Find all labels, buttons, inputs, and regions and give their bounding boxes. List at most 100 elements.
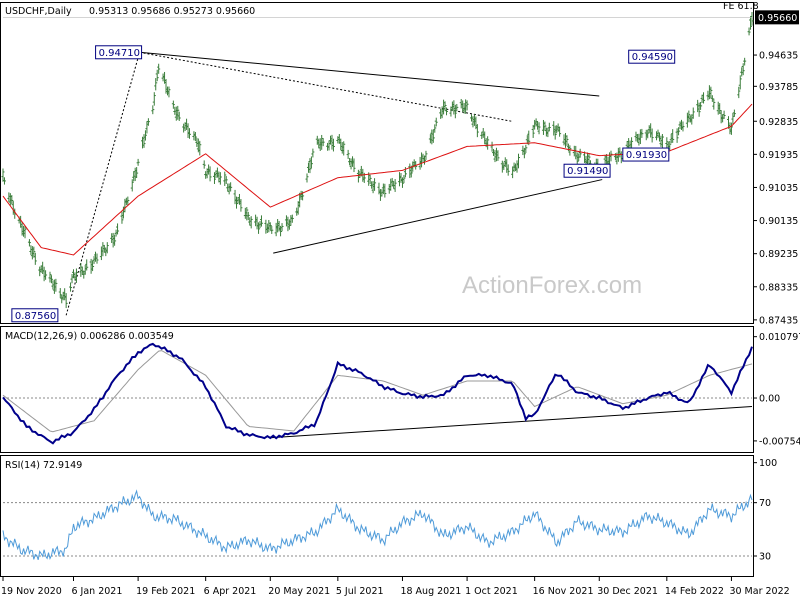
x-tick-label: 30 Dec 2021 xyxy=(597,586,658,597)
price-bar xyxy=(120,211,124,224)
price-bar xyxy=(687,110,691,123)
price-bar xyxy=(305,173,309,183)
price-bar xyxy=(167,86,171,98)
price-bar xyxy=(176,105,180,120)
price-bar xyxy=(126,196,130,206)
macd-line xyxy=(2,342,753,445)
price-bar xyxy=(709,86,713,99)
price-bar xyxy=(609,150,613,162)
price-bar xyxy=(558,126,562,137)
price-y-tick-label: 0.94635 xyxy=(759,51,798,62)
price-y-tick-label: 0.91035 xyxy=(759,183,798,194)
price-bar xyxy=(257,222,261,234)
price-bar xyxy=(660,133,664,149)
price-y-tick-label: 0.90135 xyxy=(759,216,798,227)
price-bar xyxy=(543,121,547,131)
price-bar xyxy=(475,124,479,138)
price-bar xyxy=(155,69,159,82)
last-price-badge xyxy=(755,10,799,25)
watermark: ActionForex.com xyxy=(462,272,642,299)
price-bar xyxy=(54,278,58,292)
ohlc-readout: 0.95313 0.95686 0.95273 0.95660 xyxy=(89,6,255,17)
price-bar xyxy=(69,282,73,292)
price-bar xyxy=(49,275,53,284)
x-tick-label: 30 Mar 2022 xyxy=(729,586,789,597)
price-bar xyxy=(154,78,158,91)
price-bar xyxy=(249,216,253,229)
price-bar xyxy=(198,140,202,156)
price-bar xyxy=(729,122,733,135)
price-bar xyxy=(675,128,679,143)
x-axis: 19 Nov 2020 6 Jan 2021 19 Feb 2021 6 Apr 20… xyxy=(1,576,790,597)
price-bar xyxy=(671,129,675,143)
price-bar xyxy=(177,111,181,121)
price-bar xyxy=(681,121,685,132)
price-bar xyxy=(403,167,407,178)
price-panel-frame xyxy=(0,2,754,324)
rsi-series xyxy=(2,489,753,560)
price-bar xyxy=(74,268,78,283)
fib-label: FE 61.8 xyxy=(723,1,759,12)
price-bar xyxy=(565,135,569,146)
rsi-line xyxy=(2,489,753,560)
price-bar xyxy=(171,100,175,109)
price-bar xyxy=(743,57,747,66)
price-bar xyxy=(702,92,706,104)
price-bar xyxy=(223,171,227,186)
price-bar xyxy=(677,127,681,136)
price-bar xyxy=(749,16,753,30)
price-bar xyxy=(268,222,272,231)
price-y-tick-label: 0.93785 xyxy=(759,82,798,93)
price-bar xyxy=(188,128,192,139)
price-annotation-box xyxy=(628,49,676,64)
price-bar xyxy=(443,101,447,111)
price-bar xyxy=(91,260,95,272)
price-bar xyxy=(453,104,457,119)
price-bar xyxy=(342,141,346,156)
macd-y-tick-label: 0.00 xyxy=(759,394,780,405)
rsi-levels xyxy=(3,502,752,557)
price-bar xyxy=(737,86,741,99)
x-tick-label: 19 Nov 2020 xyxy=(1,586,62,597)
price-bar xyxy=(368,174,372,184)
price-bar xyxy=(352,158,356,173)
price-bar xyxy=(130,179,134,192)
x-tick-label: 16 Nov 2021 xyxy=(533,586,594,597)
price-bar xyxy=(143,130,147,141)
price-bar xyxy=(547,122,551,132)
price-bar xyxy=(568,145,572,156)
price-bar xyxy=(259,215,263,227)
rsi-title: RSI(14) 72.9149 xyxy=(5,460,82,471)
price-annotations: 0.94710 0.87560 0.94590 0.91930 0.91490 xyxy=(11,45,676,323)
price-bar xyxy=(116,223,120,235)
macd-panel: MACD(12,26,9) 0.006286 0.003549 xyxy=(0,326,754,453)
price-bar xyxy=(496,150,500,161)
price-bar xyxy=(587,153,591,165)
price-annotation-label: 0.87560 xyxy=(15,311,56,322)
price-bar xyxy=(142,134,146,148)
x-tick-label: 18 Aug 2021 xyxy=(400,586,461,597)
x-tick-label: 1 Oct 2021 xyxy=(465,586,518,597)
price-bar xyxy=(712,98,716,110)
price-bar xyxy=(516,153,520,169)
price-bar xyxy=(346,149,350,159)
price-bar xyxy=(738,75,742,90)
price-bar xyxy=(1,168,5,182)
price-bars xyxy=(1,11,754,309)
price-bar xyxy=(311,148,315,158)
price-bar xyxy=(402,174,406,184)
price-bar xyxy=(48,271,52,283)
price-bar xyxy=(136,158,140,166)
price-bar xyxy=(32,246,36,258)
price-bar xyxy=(699,101,703,110)
price-bar xyxy=(630,137,634,149)
price-y-tick-label: 0.92835 xyxy=(759,117,798,128)
price-bar xyxy=(578,148,582,158)
price-bar xyxy=(747,27,751,36)
price-bar xyxy=(455,103,459,112)
price-bar xyxy=(239,199,243,212)
price-panel: 0.94710 0.87560 0.94590 0.91930 0.91490 Acti… xyxy=(0,1,759,324)
price-bar xyxy=(157,63,161,74)
x-tick-label: 14 Feb 2022 xyxy=(665,586,724,597)
